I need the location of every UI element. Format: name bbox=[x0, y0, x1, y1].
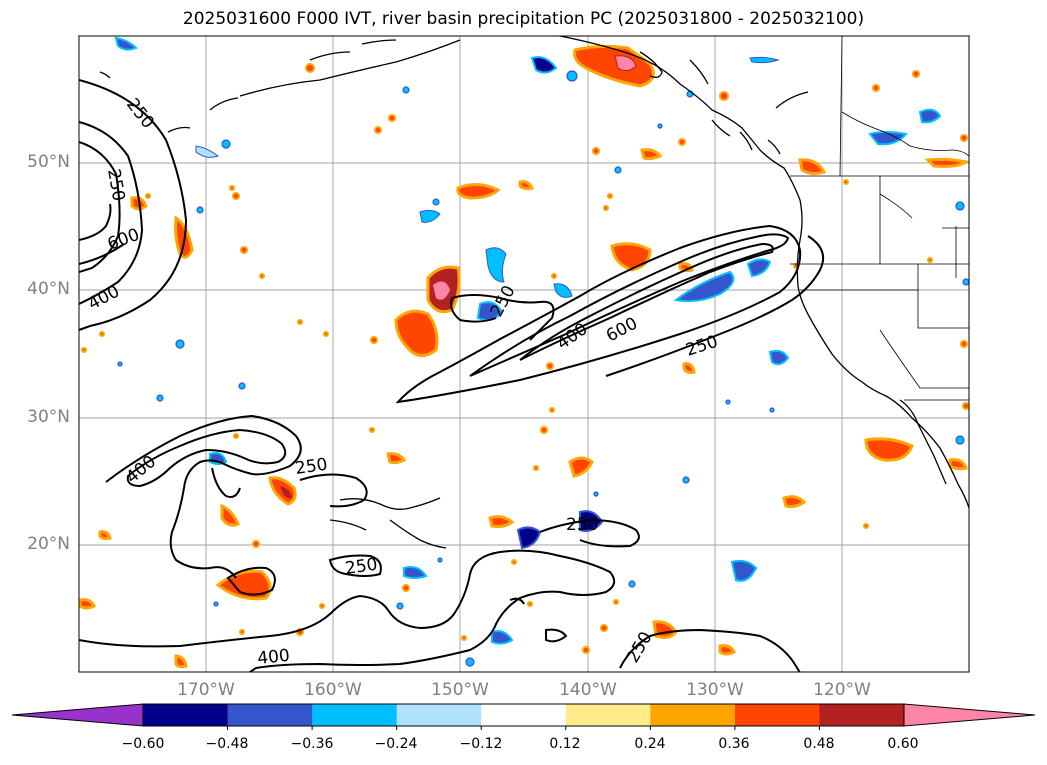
pc-blob bbox=[579, 510, 604, 532]
pc-blob bbox=[768, 349, 790, 366]
colorbar-tick-label: −0.24 bbox=[374, 736, 418, 752]
pc-blob bbox=[718, 644, 737, 656]
pc-blob bbox=[491, 630, 514, 645]
pc-blob bbox=[476, 301, 504, 321]
pc-blob bbox=[948, 458, 969, 471]
colorbar-tick-label: 0.60 bbox=[887, 736, 919, 752]
colorbar-tick-label: −0.36 bbox=[290, 736, 334, 752]
lat-label-40n: 40°N bbox=[27, 279, 70, 299]
pc-blob bbox=[530, 56, 558, 74]
pc-blob bbox=[426, 265, 461, 314]
colorbar-tick-label: 0.12 bbox=[549, 736, 581, 752]
pc-blob bbox=[553, 283, 573, 298]
pc-blob bbox=[746, 258, 772, 278]
contour-label: 400 bbox=[256, 646, 290, 669]
colorbar-tick-label: 0.24 bbox=[634, 736, 666, 752]
colorbar-tick-label: −0.12 bbox=[459, 736, 503, 752]
coastlines bbox=[99, 36, 969, 549]
pc-blob bbox=[673, 270, 735, 303]
pc-blob bbox=[864, 437, 914, 462]
pc-blob bbox=[640, 148, 663, 161]
precip-negative-regions bbox=[114, 36, 969, 667]
pc-blob bbox=[868, 131, 908, 146]
ivt-contours bbox=[79, 79, 824, 672]
pc-blob bbox=[456, 183, 501, 200]
pc-blob bbox=[195, 145, 220, 158]
lat-label-30n: 30°N bbox=[27, 407, 70, 427]
pc-blob bbox=[98, 530, 112, 541]
lon-label-130w: 130°W bbox=[686, 680, 744, 700]
contour-label: 250 bbox=[294, 455, 329, 479]
pc-blob bbox=[174, 654, 188, 669]
pc-blob bbox=[394, 309, 439, 357]
pc-blob bbox=[419, 209, 441, 223]
map-body: 250 250 600 400 250 400 600 250 400 250 … bbox=[79, 36, 969, 672]
lon-label-150w: 150°W bbox=[431, 680, 489, 700]
pc-dots-negative bbox=[117, 70, 969, 667]
pc-blob bbox=[749, 56, 780, 64]
map-frame bbox=[78, 35, 970, 673]
pc-blob bbox=[114, 36, 138, 51]
lon-label-140w: 140°W bbox=[559, 680, 617, 700]
precip-positive-regions bbox=[79, 44, 969, 669]
contour-label: 250 bbox=[344, 555, 379, 579]
colorbar-tick-label: −0.60 bbox=[121, 736, 165, 752]
pc-blob bbox=[568, 456, 594, 478]
lon-label-160w: 160°W bbox=[304, 680, 362, 700]
pc-blob bbox=[573, 44, 655, 88]
pc-blob bbox=[518, 180, 535, 191]
pc-blob bbox=[782, 495, 807, 508]
pc-blob bbox=[488, 515, 515, 528]
pc-blob bbox=[730, 559, 758, 582]
colorbar-tick-label: −0.48 bbox=[205, 736, 249, 752]
colorbar-tick-label: 0.36 bbox=[718, 736, 750, 752]
pc-blob bbox=[215, 569, 272, 601]
lon-label-120w: 120°W bbox=[813, 680, 871, 700]
pc-blob bbox=[268, 476, 297, 506]
pc-blob bbox=[918, 108, 942, 124]
lat-label-20n: 20°N bbox=[27, 534, 70, 554]
pc-blob bbox=[485, 247, 507, 283]
political-borders bbox=[790, 36, 969, 401]
pc-blob bbox=[798, 158, 827, 176]
map-title: 2025031600 F000 IVT, river basin precipi… bbox=[182, 9, 865, 29]
pc-blob bbox=[682, 362, 696, 374]
colorbar-tick-label: 0.48 bbox=[803, 736, 835, 752]
lon-label-170w: 170°W bbox=[177, 680, 235, 700]
lat-label-50n: 50°N bbox=[27, 152, 70, 172]
pc-blob bbox=[924, 157, 969, 168]
pc-blob bbox=[79, 598, 97, 610]
pc-blob bbox=[516, 526, 542, 550]
pc-blob bbox=[386, 452, 407, 465]
pc-blob bbox=[220, 503, 240, 527]
contour-label: 250 bbox=[566, 515, 598, 535]
pc-blob bbox=[403, 566, 428, 579]
